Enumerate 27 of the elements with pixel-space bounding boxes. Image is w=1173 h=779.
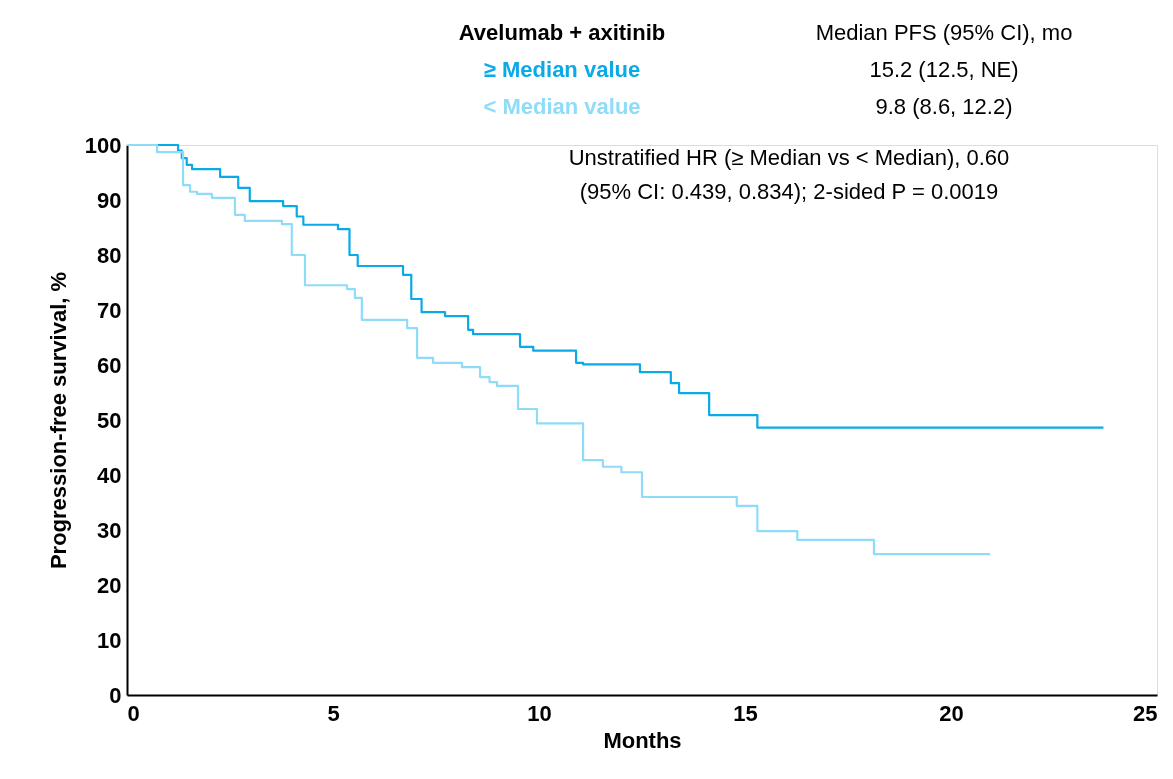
y-tick-label: 0 <box>109 682 122 708</box>
y-tick-label: 20 <box>97 572 122 598</box>
y-tick-label: 70 <box>97 297 122 323</box>
y-tick-label: 60 <box>97 352 122 378</box>
y-tick-label: 30 <box>97 517 122 543</box>
x-tick-label: 25 <box>1133 700 1158 726</box>
y-tick-label: 50 <box>97 407 122 433</box>
text: < Median value <box>483 94 641 119</box>
y-tick-label: 90 <box>97 187 122 213</box>
y-tick-label: 40 <box>97 462 122 488</box>
annotation: Unstratified HR (≥ Median vs < Median), 0.60 <box>568 145 1010 170</box>
text: ≥ Median value <box>483 57 641 82</box>
text: 15.2 (12.5, NE) <box>869 57 1019 82</box>
legend-title: Avelumab + axitinib <box>458 20 666 45</box>
x-tick-label: 15 <box>733 700 758 726</box>
x-axis-title: Months <box>603 727 682 753</box>
x-tick-label: 10 <box>527 700 552 726</box>
x-tick-label: 5 <box>327 700 340 726</box>
y-axis-title: Progression-free survival, % <box>45 271 71 570</box>
y-tick-label: 100 <box>84 132 122 158</box>
x-tick-label: 20 <box>939 700 964 726</box>
y-tick-label: 80 <box>97 242 122 268</box>
text: 9.8 (8.6, 12.2) <box>875 94 1013 119</box>
annotation: (95% CI: 0.439, 0.834); 2-sided P = 0.0019 <box>579 179 999 204</box>
y-tick-label: 10 <box>97 627 122 653</box>
text: Median PFS (95% CI), mo <box>815 20 1073 45</box>
x-tick-label: 0 <box>127 700 140 726</box>
